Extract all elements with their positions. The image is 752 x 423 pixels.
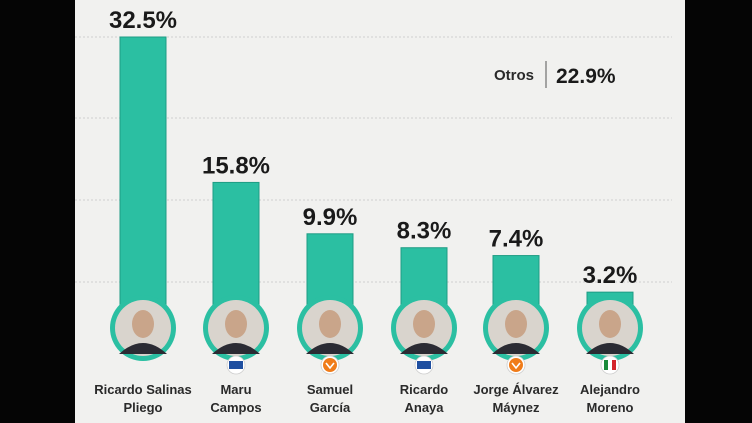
candidate-avatar (297, 295, 363, 361)
candidate-name: Alejandro (580, 382, 640, 397)
avatar-face (505, 310, 527, 338)
avatar-shoulders (586, 343, 634, 354)
avatar-shoulders (212, 343, 260, 354)
party-badge-pan (226, 355, 246, 375)
candidate-avatar (577, 295, 643, 361)
value-label: 15.8% (202, 152, 270, 179)
left-dark-border (0, 0, 75, 423)
avatar-face (132, 310, 154, 338)
chart-panel (75, 0, 685, 423)
pri-green (604, 360, 608, 370)
avatar-shoulders (400, 343, 448, 354)
candidate-avatar (483, 295, 549, 361)
right-dark-border (685, 0, 752, 423)
otros-value: 22.9% (556, 65, 616, 88)
candidate-name: Samuel (307, 382, 353, 397)
pri-white (608, 360, 612, 370)
candidate-name: Pliego (123, 400, 162, 415)
candidate-name: Ricardo Salinas (94, 382, 192, 397)
avatar-face (599, 310, 621, 338)
pan-mark (417, 361, 431, 369)
mc-circle (509, 358, 523, 372)
value-label: 7.4% (489, 226, 544, 253)
pri-red (612, 360, 616, 370)
candidate-name: García (310, 400, 351, 415)
value-label: 3.2% (583, 262, 638, 289)
party-badge-pan (414, 355, 434, 375)
candidate-name: Máynez (493, 400, 540, 415)
mc-mark (511, 362, 521, 370)
avatar-shoulders (119, 343, 167, 354)
candidate-name: Campos (210, 400, 261, 415)
candidate-name: Moreno (587, 400, 634, 415)
avatar-face (225, 310, 247, 338)
bar (119, 36, 167, 321)
candidate-avatar (203, 295, 269, 361)
candidate-avatar (110, 295, 176, 361)
mc-circle (323, 358, 337, 372)
pan-mark (229, 361, 243, 369)
value-label: 8.3% (397, 218, 452, 245)
value-label: 9.9% (303, 204, 358, 231)
otros-label: Otros (494, 67, 534, 84)
candidate-name: Jorge Álvarez (473, 382, 559, 397)
avatar-face (413, 310, 435, 338)
mc-mark (325, 362, 335, 370)
party-badge-pri (600, 355, 620, 375)
candidate-name: Maru (220, 382, 251, 397)
avatar-face (319, 310, 341, 338)
value-label: 32.5% (109, 7, 177, 34)
party-badge-mc (506, 355, 526, 375)
candidate-name: Anaya (404, 400, 444, 415)
gridlines (75, 36, 672, 283)
avatar-shoulders (492, 343, 540, 354)
candidate-avatar (391, 295, 457, 361)
candidate-name: Ricardo (400, 382, 448, 397)
party-badge-mc (320, 355, 340, 375)
avatar-shoulders (306, 343, 354, 354)
